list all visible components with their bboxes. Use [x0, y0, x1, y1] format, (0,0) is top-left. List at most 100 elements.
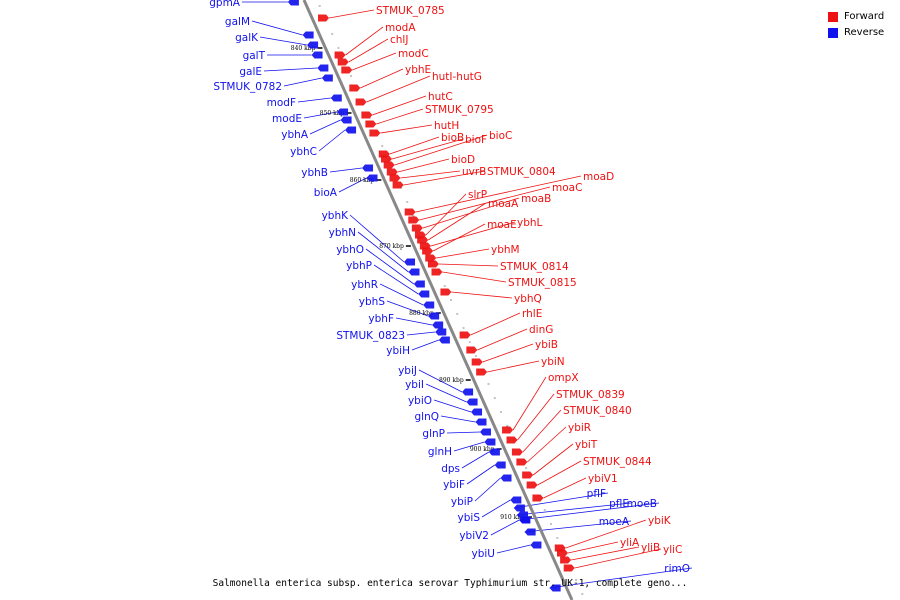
reverse-gene-label[interactable]: bioA: [314, 187, 338, 199]
forward-gene-feature[interactable]: [381, 155, 393, 163]
reverse-gene-label[interactable]: ybiI: [405, 379, 424, 391]
forward-gene-feature[interactable]: [355, 98, 367, 106]
forward-gene-feature[interactable]: [408, 216, 420, 224]
forward-gene-label[interactable]: yliA: [620, 537, 640, 549]
reverse-gene-label[interactable]: ybiS: [458, 512, 481, 524]
forward-gene-label[interactable]: STMUK_0844: [583, 456, 652, 468]
reverse-gene-label[interactable]: ybhN: [329, 227, 356, 239]
forward-gene-label[interactable]: modA: [385, 22, 416, 34]
forward-gene-feature[interactable]: [392, 181, 404, 189]
forward-gene-label[interactable]: ybiR: [568, 422, 591, 434]
reverse-gene-feature[interactable]: [302, 31, 314, 39]
reverse-gene-label[interactable]: ybhF: [368, 313, 394, 325]
forward-gene-feature[interactable]: [471, 358, 483, 366]
forward-gene-label[interactable]: STMUK_0795: [425, 104, 494, 116]
reverse-gene-label[interactable]: ybhS: [359, 296, 386, 308]
forward-gene-feature[interactable]: [557, 549, 569, 557]
reverse-gene-label[interactable]: ybhC: [290, 146, 317, 158]
reverse-gene-feature[interactable]: [423, 301, 435, 309]
reverse-gene-label[interactable]: ybhR: [351, 279, 378, 291]
reverse-gene-label[interactable]: ybiH: [386, 345, 410, 357]
reverse-gene-feature[interactable]: [432, 321, 444, 329]
forward-gene-feature[interactable]: [369, 129, 381, 137]
forward-gene-label[interactable]: ybiT: [575, 439, 598, 451]
forward-gene-feature[interactable]: [459, 331, 471, 339]
reverse-gene-label[interactable]: ybhA: [281, 129, 309, 141]
forward-gene-label[interactable]: hutC: [428, 91, 453, 103]
forward-gene-feature[interactable]: [563, 564, 575, 572]
forward-gene-label[interactable]: modC: [398, 48, 429, 60]
forward-gene-label[interactable]: ybhE: [405, 64, 431, 76]
reverse-gene-feature[interactable]: [513, 504, 525, 512]
reverse-gene-label[interactable]: ybiU: [472, 548, 495, 560]
forward-gene-label[interactable]: uvrB: [462, 166, 486, 178]
reverse-gene-feature[interactable]: [413, 280, 425, 288]
forward-gene-feature[interactable]: [411, 224, 423, 232]
reverse-gene-label[interactable]: STMUK_0823: [336, 330, 405, 342]
reverse-gene-label[interactable]: ybiV2: [459, 530, 489, 542]
forward-gene-label[interactable]: moaB: [521, 193, 551, 205]
reverse-gene-label[interactable]: ybiF: [443, 479, 465, 491]
forward-gene-label[interactable]: moaC: [552, 182, 582, 194]
forward-gene-label[interactable]: moaD: [583, 171, 614, 183]
reverse-gene-feature[interactable]: [494, 461, 506, 469]
forward-gene-feature[interactable]: [511, 448, 523, 456]
reverse-gene-feature[interactable]: [466, 398, 478, 406]
reverse-gene-feature[interactable]: [337, 108, 349, 116]
reverse-gene-feature[interactable]: [408, 268, 420, 276]
reverse-gene-label[interactable]: ybhO: [336, 244, 364, 256]
forward-gene-label[interactable]: ybhQ: [514, 293, 542, 305]
reverse-gene-feature[interactable]: [435, 328, 447, 336]
reverse-gene-label[interactable]: galM: [225, 16, 250, 28]
reverse-gene-feature[interactable]: [524, 528, 536, 536]
forward-gene-feature[interactable]: [318, 14, 330, 22]
forward-gene-label[interactable]: bioD: [451, 154, 475, 166]
reverse-gene-feature[interactable]: [500, 474, 512, 482]
reverse-gene-feature[interactable]: [475, 418, 487, 426]
forward-gene-feature[interactable]: [417, 236, 429, 244]
reverse-gene-label[interactable]: STMUK_0782: [213, 81, 282, 93]
forward-gene-label[interactable]: rhlE: [522, 308, 542, 320]
reverse-gene-label[interactable]: modF: [267, 97, 296, 109]
forward-gene-feature[interactable]: [476, 368, 488, 376]
forward-gene-label[interactable]: ybiB: [535, 339, 558, 351]
reverse-gene-label[interactable]: ybiO: [408, 395, 432, 407]
reverse-gene-feature[interactable]: [530, 541, 542, 549]
reverse-gene-label[interactable]: pflE: [609, 498, 629, 510]
forward-gene-feature[interactable]: [427, 260, 439, 268]
forward-gene-feature[interactable]: [532, 494, 544, 502]
reverse-gene-label[interactable]: moeB: [627, 498, 657, 510]
forward-gene-feature[interactable]: [506, 436, 518, 444]
reverse-gene-feature[interactable]: [321, 74, 333, 82]
reverse-gene-feature[interactable]: [311, 51, 323, 59]
forward-gene-label[interactable]: ybiK: [648, 515, 672, 527]
forward-gene-label[interactable]: yliC: [663, 544, 682, 556]
reverse-gene-label[interactable]: ybiJ: [398, 365, 417, 377]
forward-gene-label[interactable]: ybiN: [541, 356, 565, 368]
forward-gene-label[interactable]: bioF: [465, 134, 487, 146]
forward-gene-feature[interactable]: [337, 58, 349, 66]
forward-gene-label[interactable]: moaA: [488, 198, 519, 210]
reverse-gene-feature[interactable]: [307, 41, 319, 49]
forward-gene-label[interactable]: hutH: [434, 120, 459, 132]
forward-gene-label[interactable]: chlJ: [390, 34, 408, 46]
reverse-gene-label[interactable]: moeA: [599, 516, 630, 528]
forward-gene-label[interactable]: bioC: [489, 130, 512, 142]
forward-gene-feature[interactable]: [386, 168, 398, 176]
reverse-gene-feature[interactable]: [330, 94, 342, 102]
reverse-gene-feature[interactable]: [428, 312, 440, 320]
reverse-gene-feature[interactable]: [287, 0, 299, 6]
reverse-gene-label[interactable]: pflF: [587, 488, 606, 500]
forward-gene-label[interactable]: moaE: [487, 219, 517, 231]
forward-gene-feature[interactable]: [383, 161, 395, 169]
forward-gene-label[interactable]: STMUK_0840: [563, 405, 632, 417]
forward-gene-label[interactable]: dinG: [529, 324, 553, 336]
reverse-gene-label[interactable]: ybiP: [451, 496, 473, 508]
forward-gene-label[interactable]: STMUK_0815: [508, 277, 577, 289]
forward-gene-feature[interactable]: [522, 471, 534, 479]
forward-gene-feature[interactable]: [334, 51, 346, 59]
reverse-gene-label[interactable]: ybhK: [322, 210, 350, 222]
forward-gene-label[interactable]: hutI-hutG: [432, 71, 482, 83]
reverse-gene-label[interactable]: modE: [272, 113, 302, 125]
reverse-gene-feature[interactable]: [438, 336, 450, 344]
